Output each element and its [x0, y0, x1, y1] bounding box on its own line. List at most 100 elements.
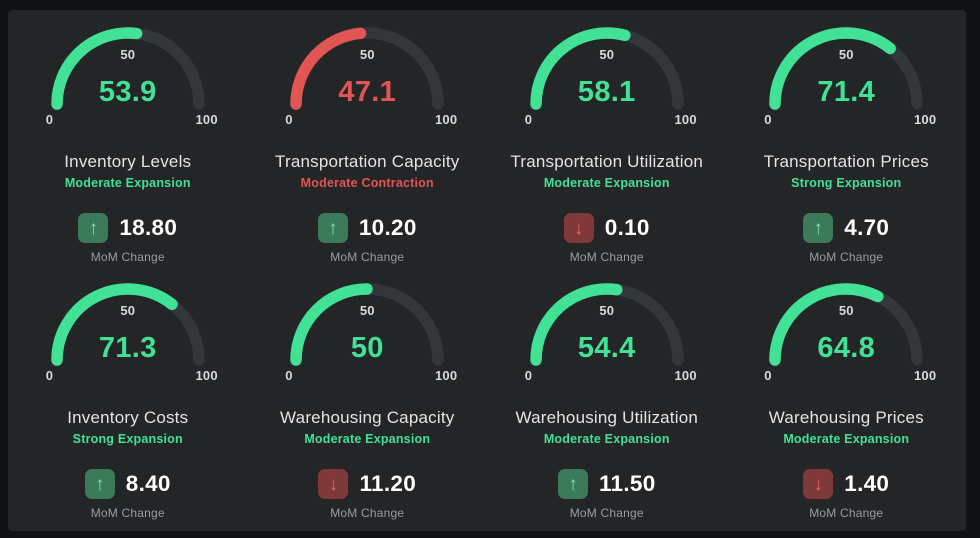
trend-badge: ↓ [803, 469, 834, 499]
gauge-chart: 50 64.8 0 100 [761, 270, 936, 386]
panel-transportation-prices: 50 71.4 0 100 Transportation Prices Stro… [727, 10, 967, 266]
mom-change-value: 1.40 [844, 471, 890, 496]
trend-down-icon: ↓ [328, 473, 339, 495]
mom-change-label: MoM Change [90, 506, 165, 520]
gauge-chart: 50 58.1 0 100 [522, 14, 697, 130]
panel-title: Inventory Levels [64, 152, 192, 171]
gauge-arc [530, 283, 684, 366]
gauge-arc [530, 27, 684, 110]
trend-badge: ↑ [557, 469, 588, 499]
gauge-tick-max: 100 [195, 112, 218, 127]
panel-title: Transportation Capacity [275, 152, 460, 171]
mom-change-row: ↓ 1.40 [803, 469, 889, 499]
panel-title: Transportation Prices [763, 152, 929, 171]
gauge-tick-min: 0 [524, 112, 533, 127]
trend-badge: ↓ [563, 213, 594, 243]
status-label: Strong Expansion [72, 432, 183, 446]
mom-change-label: MoM Change [569, 506, 644, 520]
panel-title: Inventory Costs [67, 408, 189, 427]
panel-title: Transportation Utilization [510, 152, 704, 171]
status-label: Moderate Expansion [543, 176, 670, 190]
gauge-value: 47.1 [338, 76, 397, 108]
status-label: Moderate Contraction [300, 176, 434, 190]
gauge-tick-min: 0 [764, 368, 772, 383]
gauge-tick-min: 0 [524, 368, 533, 383]
mom-change-row: ↓ 11.20 [318, 469, 416, 499]
mom-change-value: 0.10 [604, 215, 650, 240]
mom-change-value: 11.50 [598, 471, 656, 496]
mom-change-value: 18.80 [119, 215, 178, 240]
trend-up-icon: ↑ [568, 473, 578, 495]
status-label: Moderate Expansion [543, 432, 670, 446]
gauge-chart: 50 71.4 0 100 [761, 14, 936, 130]
mom-change-row: ↑ 4.70 [803, 213, 889, 243]
gauge-grid: 50 53.9 0 100 Inventory Levels Moderate … [8, 10, 966, 531]
mom-change-row: ↑ 18.80 [78, 213, 177, 243]
mom-change-label: MoM Change [330, 506, 405, 520]
mom-change-value: 10.20 [358, 215, 417, 240]
gauge-value: 71.3 [98, 332, 157, 364]
status-label: Strong Expansion [791, 176, 902, 190]
gauge-tick-max: 100 [434, 368, 458, 383]
mom-change-row: ↑ 8.40 [84, 469, 171, 499]
gauge-tick-mid: 50 [599, 303, 615, 318]
panel-warehousing-capacity: 50 50 0 100 Warehousing Capacity Moderat… [248, 266, 488, 531]
trend-up-icon: ↑ [95, 473, 105, 495]
trend-badge: ↑ [78, 213, 109, 243]
gauge-tick-max: 100 [434, 112, 458, 127]
mom-change-label: MoM Change [90, 250, 165, 264]
trend-badge: ↑ [317, 213, 348, 243]
mom-change-value: 11.20 [359, 471, 417, 496]
mom-change-row: ↑ 11.50 [557, 469, 656, 499]
gauge-value: 64.8 [817, 332, 876, 364]
trend-up-icon: ↑ [88, 217, 99, 239]
panel-title: Warehousing Prices [768, 408, 924, 427]
status-label: Moderate Expansion [304, 432, 431, 446]
trend-up-icon: ↑ [813, 217, 824, 239]
gauge-tick-mid: 50 [838, 47, 854, 62]
mom-change-label: MoM Change [330, 250, 405, 264]
panel-inventory-levels: 50 53.9 0 100 Inventory Levels Moderate … [8, 10, 248, 266]
gauge-arc [290, 27, 444, 110]
gauge-tick-mid: 50 [120, 303, 136, 318]
gauge-tick-mid: 50 [120, 47, 136, 62]
gauge-tick-min: 0 [285, 112, 293, 127]
gauge-chart: 50 54.4 0 100 [522, 270, 697, 386]
gauge-tick-mid: 50 [359, 303, 375, 318]
gauge-arc [769, 27, 923, 110]
mom-change-value: 4.70 [844, 215, 890, 240]
gauge-chart: 50 71.3 0 100 [43, 270, 218, 386]
mom-change-row: ↑ 10.20 [317, 213, 417, 243]
gauge-value: 58.1 [577, 76, 636, 108]
mom-change-label: MoM Change [809, 250, 884, 264]
gauge-value: 53.9 [98, 76, 157, 108]
gauge-tick-mid: 50 [359, 47, 375, 62]
gauge-arc [769, 283, 923, 366]
panel-title: Warehousing Capacity [280, 408, 455, 427]
gauge-tick-max: 100 [913, 112, 937, 127]
gauge-tick-min: 0 [764, 112, 772, 127]
gauge-tick-min: 0 [285, 368, 293, 383]
gauge-value: 50 [350, 332, 384, 364]
gauge-tick-max: 100 [674, 368, 697, 383]
trend-down-icon: ↓ [813, 473, 824, 495]
gauge-tick-max: 100 [195, 368, 218, 383]
mom-change-label: MoM Change [569, 250, 644, 264]
trend-badge: ↑ [803, 213, 834, 243]
gauge-arc [51, 27, 205, 110]
gauge-value: 54.4 [577, 332, 636, 364]
gauge-chart: 50 50 0 100 [282, 270, 457, 386]
status-label: Moderate Expansion [783, 432, 910, 446]
panel-warehousing-utilization: 50 54.4 0 100 Warehousing Utilization Mo… [487, 266, 727, 531]
trend-badge: ↑ [84, 469, 115, 499]
panel-transportation-utilization: 50 58.1 0 100 Transportation Utilization… [487, 10, 727, 266]
trend-badge: ↓ [318, 469, 349, 499]
trend-up-icon: ↑ [328, 217, 338, 239]
gauge-tick-mid: 50 [599, 47, 615, 62]
dashboard: 50 53.9 0 100 Inventory Levels Moderate … [8, 10, 966, 531]
gauge-chart: 50 53.9 0 100 [43, 14, 218, 130]
panel-warehousing-prices: 50 64.8 0 100 Warehousing Prices Moderat… [727, 266, 967, 531]
gauge-tick-max: 100 [913, 368, 937, 383]
gauge-tick-min: 0 [45, 112, 54, 127]
status-label: Moderate Expansion [64, 176, 191, 190]
